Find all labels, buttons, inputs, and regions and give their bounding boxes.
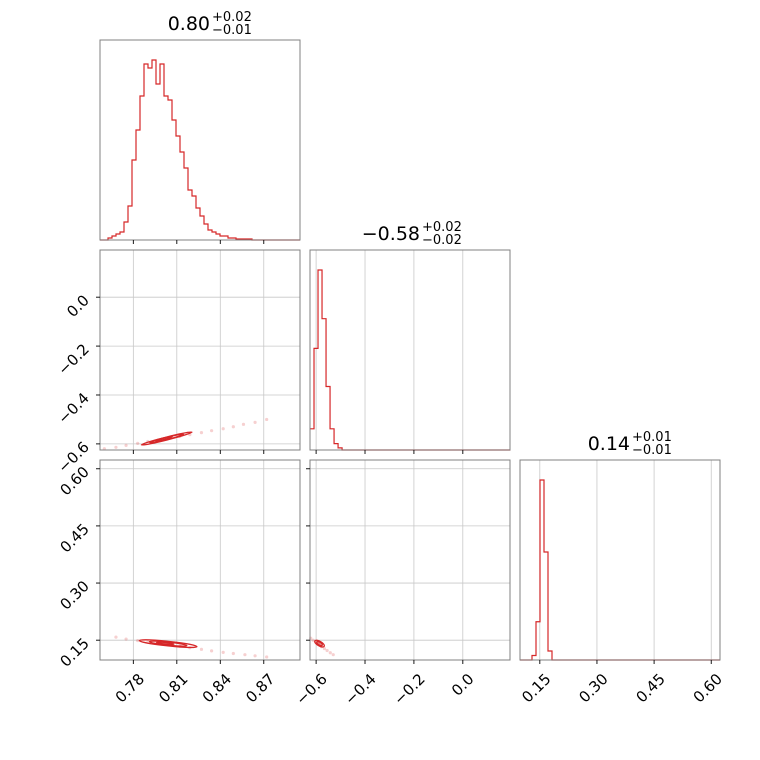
sample-point-p0-p1-2 [124, 443, 128, 447]
contour-p1-p2-1 [316, 640, 324, 647]
sample-point-p0-p2-0 [114, 635, 118, 639]
title-upper-p1: +0.02 [422, 220, 462, 235]
x-tick-label-p2-0: 0.15 [518, 670, 554, 706]
x-tick-label-p1-0: −0.6 [292, 670, 330, 708]
title-median-p0: 0.80 [168, 13, 210, 35]
x-tick-label-p2-2: 0.45 [632, 670, 668, 706]
hist-panel-p0 [99, 39, 301, 244]
y-tick-label-p2-1: 0.30 [56, 577, 92, 613]
contour-p0-p2-1 [148, 640, 188, 647]
sample-point-p0-p1-13 [241, 422, 246, 426]
x-tick-label-p1-3: 0.0 [448, 670, 478, 700]
x-tick-label-p0-0: 0.78 [112, 670, 148, 706]
density-panel-p0-p2: 0.78 0.81 0.84 0.870.150.300.450.60 [56, 459, 301, 706]
y-tick-label-p2-2: 0.45 [56, 520, 92, 556]
sample-point-p0-p1-12 [231, 425, 235, 429]
sample-point-p0-p1-14 [253, 420, 257, 424]
y-tick-label-p2-0: 0.15 [56, 634, 92, 670]
sample-point-p0-p1-1 [114, 445, 118, 449]
histogram-p0 [100, 59, 300, 241]
panel-title-p1: −0.58 +0.02−0.02 [362, 220, 462, 248]
sample-point-p0-p2-12 [243, 653, 247, 657]
x-tick-label-p0-2: 0.84 [199, 670, 235, 706]
title-median-p2: 0.14 [588, 433, 630, 455]
sample-point-p1-p2-5 [322, 646, 327, 651]
x-tick-label-p1-2: −0.2 [390, 670, 428, 708]
sample-point-p0-p1-10 [209, 429, 214, 433]
sample-point-p1-p2-6 [325, 648, 329, 653]
panel-title-p0: 0.80 +0.02−0.01 [168, 10, 252, 38]
title-lower-p0: −0.01 [212, 23, 252, 38]
hist-panel-p2-frame [519, 459, 721, 661]
sample-point-p0-p2-13 [253, 654, 257, 658]
contour-p0-p2-2 [155, 641, 175, 646]
title-lower-p2: −0.01 [632, 443, 672, 458]
x-tick-label-p2-1: 0.30 [575, 670, 611, 706]
sample-point-p0-p2-10 [221, 650, 225, 654]
x-tick-label-p0-1: 0.81 [155, 670, 191, 706]
x-tick-label-p0-3: 0.87 [242, 670, 278, 706]
sample-point-p0-p2-1 [124, 637, 128, 641]
sample-point-p0-p2-14 [265, 655, 269, 659]
sample-point-p0-p2-11 [231, 651, 235, 656]
x-tick-label-p1-1: −0.4 [341, 670, 379, 708]
density-panel-p0-p2-frame [99, 459, 301, 661]
x-tick-label-p2-3: 0.60 [690, 670, 726, 706]
contour-p0-p1-2 [154, 435, 173, 442]
sample-point-p0-p1-9 [199, 431, 204, 435]
sample-point-p1-p2-1 [311, 638, 315, 642]
hist-panel-p2: 0.15 0.30 0.45 0.60 [518, 459, 726, 706]
sample-point-p0-p1-3 [136, 441, 140, 445]
title-upper-p0: +0.02 [212, 10, 252, 25]
sample-point-p0-p2-2 [136, 638, 140, 643]
panel-title-p2: 0.14 +0.01−0.01 [588, 430, 672, 458]
density-panel-p0-p1: −0.6−0.4−0.20.0 [54, 249, 301, 476]
title-median-p1: −0.58 [362, 223, 420, 245]
density-panel-p0-p2-background [100, 460, 300, 660]
sample-point-p0-p1-11 [221, 427, 225, 431]
density-panel-p1-p2-background [310, 460, 510, 660]
density-panel-p0-p1-background [100, 250, 300, 450]
hist-panel-p0-frame [99, 39, 301, 241]
sample-point-p1-p2-8 [331, 653, 335, 657]
title-upper-p2: +0.01 [632, 430, 672, 445]
hist-panel-p1 [309, 249, 511, 454]
hist-panel-p2-background [520, 460, 720, 660]
sample-point-p1-p2-7 [328, 651, 332, 655]
density-panel-p1-p2: −0.6 −0.4 −0.2 0.0 [292, 459, 511, 709]
hist-panel-p0-background [100, 40, 300, 240]
title-lower-p1: −0.02 [422, 233, 462, 248]
sample-point-p0-p1-15 [265, 417, 269, 422]
y-tick-label-p1-1: −0.4 [54, 389, 92, 427]
contour-p0-p2-0 [138, 639, 198, 649]
hist-panel-p1-frame [309, 249, 511, 451]
density-panel-p1-p2-frame [309, 459, 511, 661]
y-tick-label-p1-3: 0.0 [63, 291, 93, 321]
sample-point-p0-p2-9 [209, 649, 214, 653]
y-tick-label-p1-2: −0.2 [54, 340, 92, 378]
contour-p1-p2-0 [314, 639, 325, 648]
hist-panel-p1-background [310, 250, 510, 450]
sample-point-p0-p2-8 [199, 647, 204, 651]
density-panel-p0-p1-frame [99, 249, 301, 451]
